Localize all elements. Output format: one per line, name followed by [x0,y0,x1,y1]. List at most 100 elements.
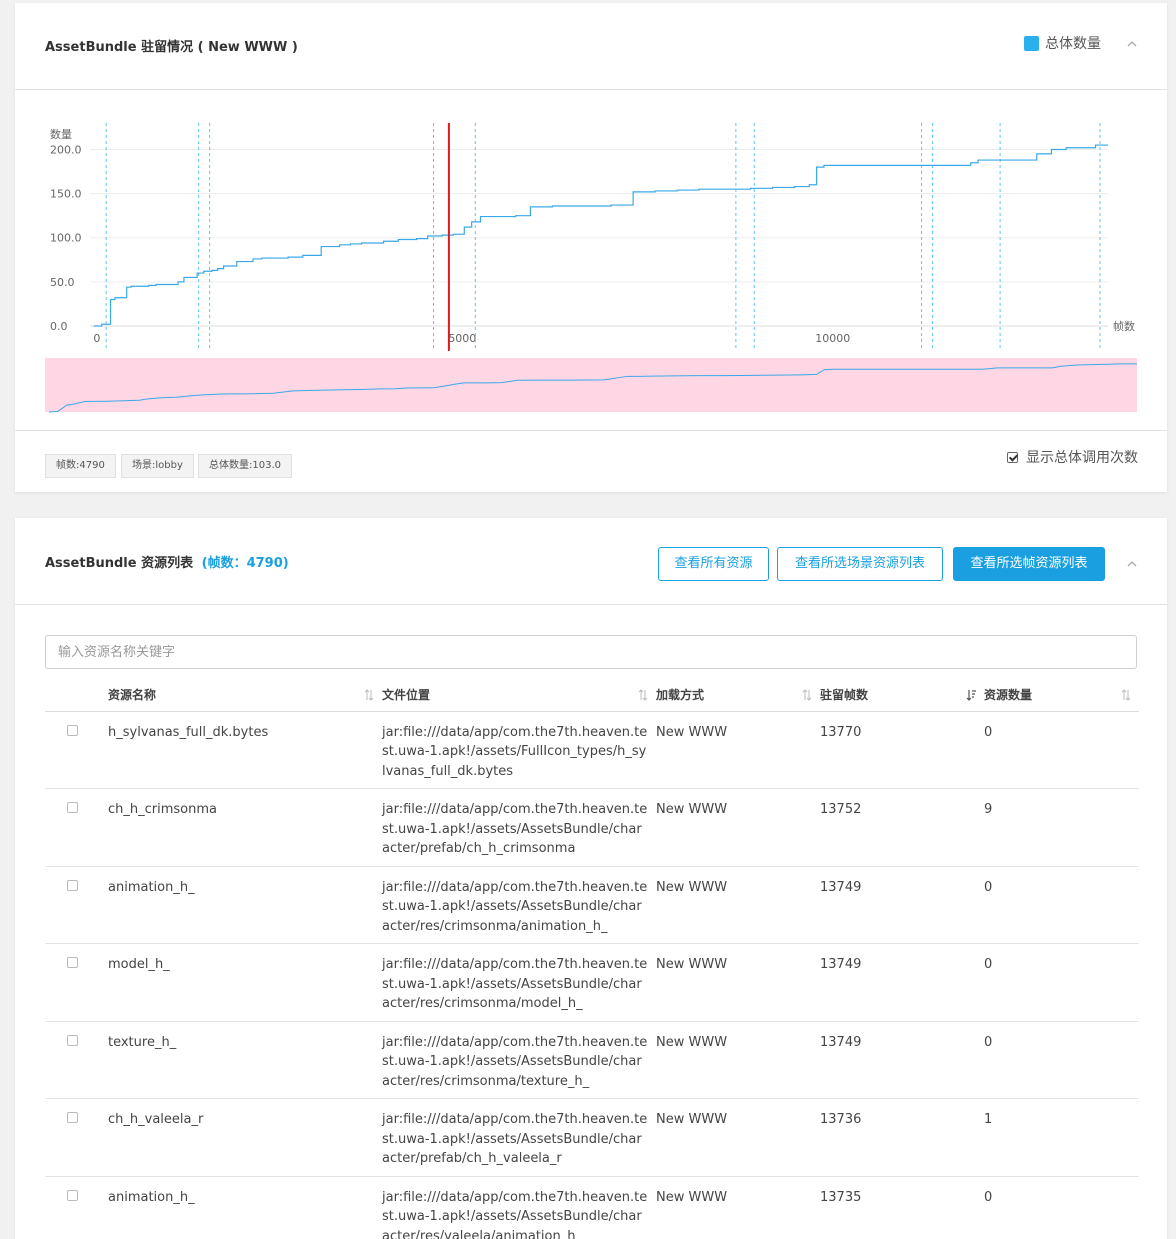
resource-count: 0 [984,1021,1139,1099]
resource-count: 9 [984,788,1139,867]
resource-path: jar:file:///data/app/com.the7th.heaven.t… [382,711,656,789]
resource-name: model_h_ [108,943,382,1022]
resource-name: animation_h_ [108,1176,382,1239]
chevron-up-icon[interactable] [1127,39,1137,49]
row-checkbox[interactable] [67,724,78,736]
row-checkbox[interactable] [67,879,78,891]
table-row[interactable]: ch_h_crimsonma jar:file:///data/app/com.… [45,788,1139,867]
row-checkbox[interactable] [67,802,78,813]
resource-count: 0 [984,866,1139,944]
table-row[interactable]: ch_h_valeela_r jar:file:///data/app/com.… [45,1098,1139,1177]
y-axis-label: 数量 [50,128,72,141]
y-tick-label: 150.0 [50,188,82,201]
row-select-cell [45,866,108,944]
row-select-cell [45,1176,108,1239]
overview-range-brush [45,358,1137,412]
chevron-up-icon[interactable] [1127,559,1137,569]
select-column-header [45,679,108,712]
table-row[interactable]: animation_h_ jar:file:///data/app/com.th… [45,866,1139,944]
column-header-name[interactable]: 资源名称 [108,679,382,712]
view-scene-resources-button[interactable]: 查看所选场景资源列表 [777,547,943,581]
column-header-method[interactable]: 加载方式 [656,679,820,712]
column-header-count[interactable]: 资源数量 [984,679,1139,712]
resource-list-panel: AssetBundle 资源列表 (帧数：4790) 查看所有资源 查看所选场景… [15,518,1167,1239]
resource-table: 资源名称 文件位置 加载方式 驻留帧数 资源数量 h_sylvanas_full… [45,679,1139,1239]
resident-frames: 13736 [820,1098,984,1177]
resident-frames: 13735 [820,1176,984,1239]
row-select-cell [45,788,108,867]
total-count-tag: 总体数量:103.0 [198,454,292,478]
chart-footer-divider [15,430,1167,431]
sort-desc-icon[interactable] [966,689,976,701]
table-row[interactable]: h_sylvanas_full_dk.bytes jar:file:///dat… [45,711,1139,789]
resource-count: 1 [984,1098,1139,1177]
resource-list-frame-info: (帧数：4790) [201,556,289,571]
sort-icon[interactable] [638,689,648,701]
resident-frames: 13749 [820,1021,984,1099]
resource-count: 0 [984,1176,1139,1239]
table-row[interactable]: texture_h_ jar:file:///data/app/com.the7… [45,1021,1139,1099]
x-tick-label: 5000 [448,332,476,345]
x-tick-label: 0 [93,332,100,345]
frame-tag: 帧数:4790 [45,454,116,478]
x-tick-label: 10000 [815,332,850,345]
resource-search-input[interactable] [45,635,1137,669]
resident-frames: 13752 [820,788,984,867]
column-header-label: 文件位置 [382,688,431,703]
column-header-label: 驻留帧数 [820,688,869,703]
column-header-path[interactable]: 文件位置 [382,679,656,712]
y-tick-label: 100.0 [50,232,82,245]
sort-icon[interactable] [364,689,374,701]
column-header-label: 资源数量 [984,688,1033,703]
chart-legend[interactable]: 总体数量 [1024,33,1101,53]
column-header-frames[interactable]: 驻留帧数 [820,679,984,712]
resource-path: jar:file:///data/app/com.the7th.heaven.t… [382,943,656,1022]
row-select-cell [45,1021,108,1099]
column-header-label: 加载方式 [656,688,705,703]
resident-frames: 13749 [820,866,984,944]
row-checkbox[interactable] [67,957,78,968]
y-tick-label: 200.0 [50,143,82,156]
resource-path: jar:file:///data/app/com.the7th.heaven.t… [382,788,656,867]
load-method: New WWW [656,1098,820,1177]
resource-path: jar:file:///data/app/com.the7th.heaven.t… [382,1021,656,1099]
table-row[interactable]: model_h_ jar:file:///data/app/com.the7th… [45,943,1139,1022]
resource-name: ch_h_valeela_r [108,1098,382,1177]
resource-name: animation_h_ [108,866,382,944]
resident-frames: 13749 [820,943,984,1022]
scene-tag: 场景:lobby [121,454,194,478]
load-method: New WWW [656,1021,820,1099]
sort-icon[interactable] [802,689,812,701]
resource-list-title: AssetBundle 资源列表 (帧数：4790) [45,552,289,571]
row-select-cell [45,943,108,1022]
resource-name: texture_h_ [108,1021,382,1099]
row-checkbox[interactable] [67,1112,78,1123]
resident-panel-header: AssetBundle 驻留情况 ( New WWW ) 总体数量 [15,3,1167,90]
show-total-calls-checkbox[interactable] [1007,451,1018,463]
resource-name: h_sylvanas_full_dk.bytes [108,711,382,789]
load-method: New WWW [656,866,820,944]
row-select-cell [45,711,108,789]
resource-list-title-text: AssetBundle 资源列表 [45,556,194,571]
resource-count: 0 [984,711,1139,789]
sort-icon[interactable] [1121,689,1131,701]
show-total-calls-toggle[interactable]: 显示总体调用次数 [1007,447,1138,467]
view-all-resources-button[interactable]: 查看所有资源 [658,547,769,581]
column-header-label: 资源名称 [108,688,157,703]
legend-swatch [1024,35,1039,51]
resource-path: jar:file:///data/app/com.the7th.heaven.t… [382,1176,656,1239]
x-axis-label: 帧数 [1113,319,1135,333]
load-method: New WWW [656,788,820,867]
table-row[interactable]: animation_h_ jar:file:///data/app/com.th… [45,1176,1139,1239]
row-checkbox[interactable] [67,1034,78,1046]
resource-path: jar:file:///data/app/com.the7th.heaven.t… [382,866,656,944]
resident-panel: AssetBundle 驻留情况 ( New WWW ) 总体数量 0.0 50.… [15,3,1167,492]
overview-series-line [48,363,1137,413]
row-checkbox[interactable] [67,1189,78,1201]
resource-list-header: AssetBundle 资源列表 (帧数：4790) 查看所有资源 查看所选场景… [15,518,1167,605]
y-tick-label: 50.0 [50,276,75,289]
view-frame-resources-button[interactable]: 查看所选帧资源列表 [953,547,1105,581]
row-select-cell [45,1098,108,1177]
resident-panel-title: AssetBundle 驻留情况 ( New WWW ) [45,40,298,55]
